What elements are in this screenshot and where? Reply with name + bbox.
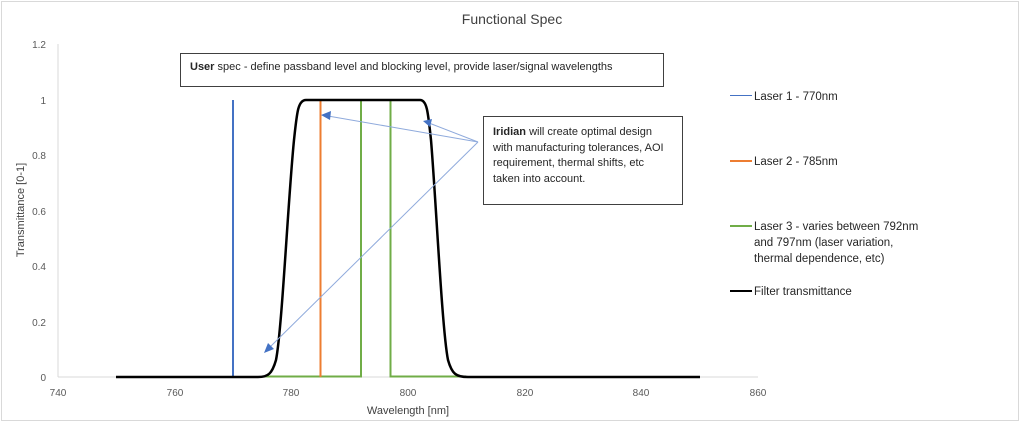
x-tick: 840 bbox=[633, 388, 650, 399]
x-axis-title: Wavelength [nm] bbox=[367, 405, 449, 417]
series-laser-3 bbox=[262, 100, 466, 378]
x-tick: 860 bbox=[750, 388, 767, 399]
legend-item-laser-3: Laser 3 - varies between 792nm and 797nm … bbox=[730, 219, 918, 267]
x-tick: 800 bbox=[400, 388, 417, 399]
y-tick: 1.2 bbox=[32, 40, 46, 51]
series-filter-transmittance bbox=[116, 98, 700, 379]
y-tick: 0.8 bbox=[32, 151, 46, 162]
legend-swatch bbox=[730, 95, 752, 97]
user-spec-text: spec - define passband level and blockin… bbox=[214, 61, 613, 73]
y-tick: 0.2 bbox=[32, 318, 46, 329]
legend-item-laser-2: Laser 2 - 785nm bbox=[730, 154, 838, 170]
legend-swatch bbox=[730, 159, 752, 162]
legend-swatch bbox=[730, 289, 752, 292]
y-tick: 0.4 bbox=[32, 262, 46, 273]
iridian-bold: Iridian bbox=[493, 126, 527, 138]
y-tick: 0.6 bbox=[32, 207, 46, 218]
legend-swatch bbox=[730, 224, 752, 227]
legend-item-filter: Filter transmittance bbox=[730, 284, 852, 300]
x-tick: 740 bbox=[50, 388, 67, 399]
y-tick: 1 bbox=[40, 96, 46, 107]
legend-item-laser-1: Laser 1 - 770nm bbox=[730, 89, 838, 105]
user-spec-bold: User bbox=[190, 61, 215, 73]
x-tick: 820 bbox=[517, 388, 534, 399]
y-tick: 0 bbox=[40, 373, 46, 384]
y-tick-labels: 0 0.2 0.4 0.6 0.8 1 1.2 bbox=[32, 40, 46, 384]
annotation-arrows bbox=[264, 111, 479, 353]
x-tick: 760 bbox=[167, 388, 184, 399]
y-axis-title: Transmittance [0-1] bbox=[15, 163, 27, 257]
x-tick-labels: 740 760 780 800 820 840 860 bbox=[50, 388, 767, 399]
iridian-text: will create optimal design with manufact… bbox=[493, 126, 664, 185]
chart-title: Functional Spec bbox=[461, 11, 563, 27]
x-tick: 780 bbox=[283, 388, 300, 399]
iridian-note: Iridian will create optimal design with … bbox=[483, 116, 683, 205]
user-spec-note: User spec - define passband level and bl… bbox=[180, 53, 664, 87]
